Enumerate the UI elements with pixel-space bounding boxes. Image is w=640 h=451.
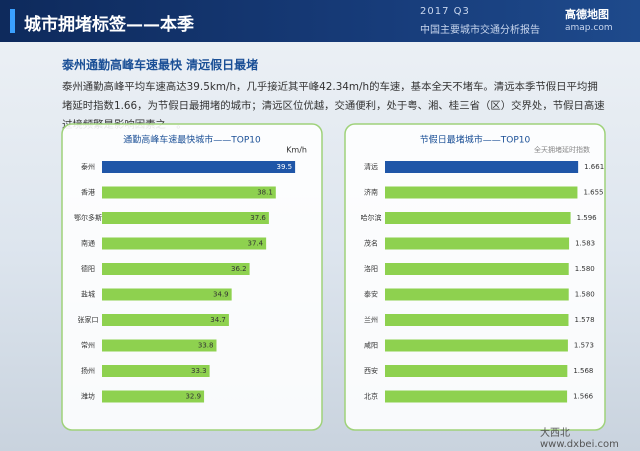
category-label: 泰安 [364, 290, 378, 299]
value-label: 1.578 [574, 316, 594, 324]
value-label: 1.661 [584, 163, 604, 171]
chart-title: 节假日最堵城市——TOP10 [420, 134, 531, 146]
logo: 高德地图 [565, 8, 609, 21]
value-label: 34.7 [210, 316, 226, 324]
value-label: 37.4 [248, 240, 264, 248]
bar [102, 288, 232, 301]
value-label: 1.580 [575, 265, 595, 273]
subtitle: 泰州通勤高峰车速最快 清远假日最堵 [62, 58, 259, 72]
bar [102, 339, 217, 352]
panel [61, 123, 323, 431]
category-label: 南通 [81, 239, 95, 248]
bar [385, 263, 569, 275]
bar [385, 186, 578, 199]
bar [102, 161, 296, 173]
logo-url: amap.com [565, 23, 613, 33]
bar [385, 161, 579, 173]
accent [10, 9, 15, 33]
category-label: 香港 [81, 188, 95, 197]
category-label: 兰州 [364, 315, 378, 324]
bar [385, 212, 571, 224]
category-label: 鄂尔多斯 [74, 213, 102, 222]
category-label: 茂名 [364, 239, 378, 248]
category-label: 西安 [364, 366, 378, 375]
unit-label: 全天拥堵延时指数 [534, 145, 590, 154]
bar [385, 339, 568, 352]
value-label: 1.568 [573, 367, 593, 375]
bar [385, 288, 569, 301]
value-label: 37.6 [250, 214, 266, 222]
category-label: 扬州 [81, 366, 95, 375]
value-label: 1.580 [575, 291, 595, 299]
header-title: 城市拥堵标签——本季 [24, 15, 194, 35]
value-label: 33.8 [198, 342, 214, 350]
value-label: 38.1 [257, 189, 273, 197]
category-label: 洛阳 [364, 264, 378, 273]
value-label: 1.566 [573, 393, 594, 401]
header-bar: 城市拥堵标签——本季 2017 Q3 中国主要城市交通分析报告 高德地图 ama… [0, 0, 640, 42]
category-label: 常州 [81, 341, 95, 350]
category-label: 德阳 [81, 264, 95, 273]
value-label: 34.9 [213, 291, 229, 299]
category-label: 咸阳 [364, 341, 378, 350]
bar [102, 390, 205, 403]
bar [385, 390, 568, 403]
value-label: 39.5 [277, 163, 293, 171]
value-label: 1.573 [574, 342, 594, 350]
bar [102, 237, 267, 250]
value-label: 33.3 [191, 367, 207, 375]
bar [385, 237, 570, 250]
category-label: 济南 [364, 188, 378, 197]
bar [102, 186, 276, 199]
category-label: 张家口 [78, 315, 99, 324]
category-label: 潍坊 [81, 392, 95, 401]
category-label: 清远 [364, 162, 378, 171]
bar [102, 212, 269, 224]
panel [344, 123, 606, 431]
chart-title: 通勤高峰车速最快城市——TOP10 [123, 134, 261, 146]
value-label: 1.583 [575, 240, 595, 248]
category-label: 北京 [364, 392, 378, 401]
bar [102, 314, 229, 326]
report-name: 中国主要城市交通分析报告 [420, 25, 540, 36]
category-label: 泰州 [81, 162, 95, 171]
category-label: 哈尔滨 [361, 213, 382, 222]
bar [102, 263, 250, 275]
value-label: 1.655 [583, 189, 603, 197]
value-label: 1.596 [577, 214, 598, 222]
bar [385, 365, 568, 377]
category-label: 盐城 [81, 290, 95, 299]
bar [385, 314, 569, 326]
watermark: 大西北 www.dxbei.com [540, 428, 619, 450]
value-label: 36.2 [231, 265, 247, 273]
bar [102, 365, 210, 377]
value-label: 32.9 [185, 393, 201, 401]
period: 2017 Q3 [420, 6, 470, 17]
unit-label: Km/h [286, 146, 307, 155]
